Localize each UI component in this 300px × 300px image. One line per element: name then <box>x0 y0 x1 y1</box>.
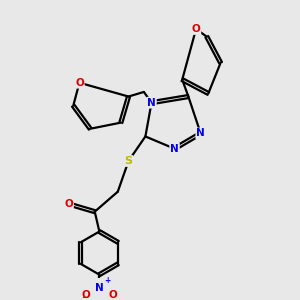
Text: N: N <box>147 98 156 108</box>
Text: N: N <box>170 144 179 154</box>
Text: +: + <box>104 277 110 286</box>
Text: S: S <box>124 156 133 166</box>
Text: O: O <box>192 24 200 34</box>
Text: O: O <box>82 290 91 300</box>
Text: −: − <box>81 293 88 300</box>
Text: N: N <box>95 283 104 293</box>
Text: N: N <box>196 128 205 138</box>
Text: O: O <box>108 290 117 300</box>
Text: O: O <box>75 78 84 88</box>
Text: O: O <box>64 199 73 209</box>
